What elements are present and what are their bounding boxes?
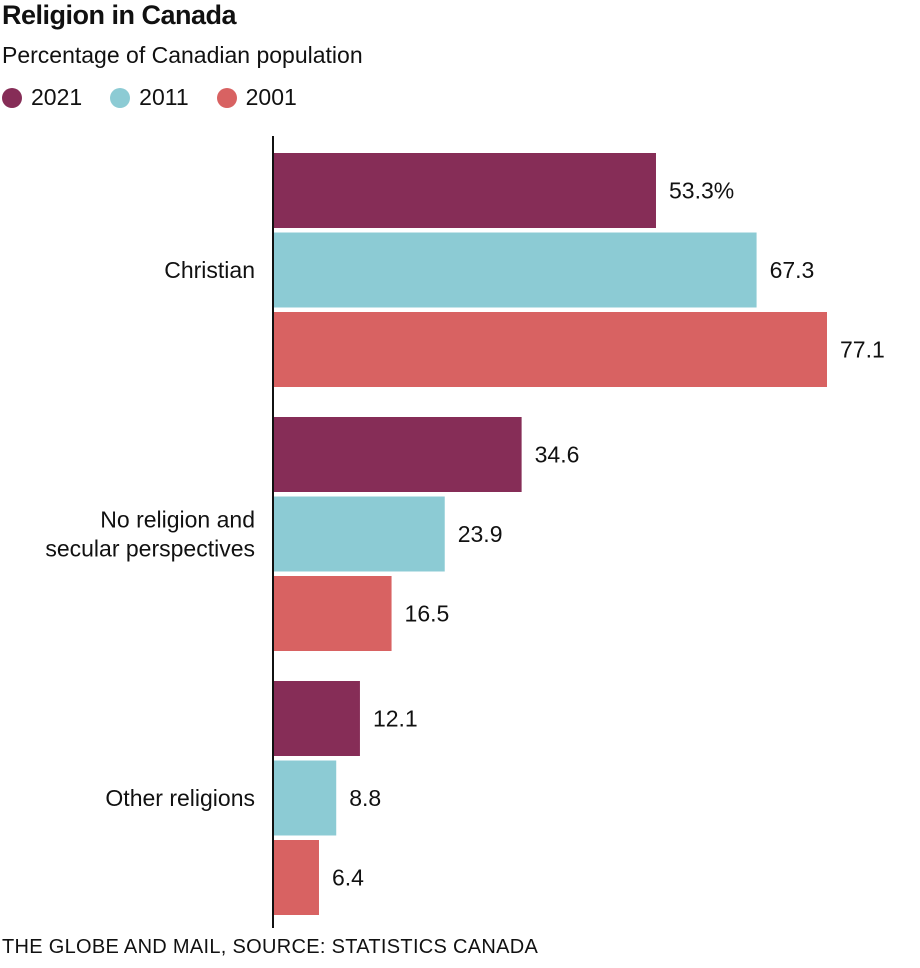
value-label-christian-2001: 77.1: [840, 337, 885, 363]
chart-title: Religion in Canada: [2, 0, 237, 30]
category-label-no-religion-and-secular-perspectives-line-2: secular perspectives: [45, 536, 255, 562]
value-label-christian-2011: 67.3: [770, 257, 815, 283]
bar-other-religions-2011: [273, 760, 337, 836]
bar-christian-2001: [273, 312, 827, 387]
value-label-other-religions-2011: 8.8: [349, 785, 381, 811]
value-label-other-religions-2001: 6.4: [332, 865, 364, 891]
bar-other-religions-2001: [273, 840, 319, 915]
bar-christian-2021: [273, 153, 656, 228]
category-label-no-religion-and-secular-perspectives-line-1: No religion and: [100, 507, 255, 533]
legend-item-2011: 2011: [110, 84, 189, 111]
bar-christian-2011: [273, 232, 757, 308]
legend-swatch-2021: [2, 87, 22, 108]
value-label-no-religion-and-secular-perspectives-2021: 34.6: [535, 442, 580, 468]
legend-label-2021: 2021: [31, 84, 83, 110]
legend-swatch-2011: [110, 87, 131, 108]
legend-label-2001: 2001: [245, 84, 297, 110]
legend-label-2011: 2011: [139, 84, 189, 110]
legend-item-2021: 2021: [2, 84, 82, 111]
value-label-no-religion-and-secular-perspectives-2001: 16.5: [405, 601, 450, 627]
legend-swatch-2001: [216, 87, 237, 108]
bar-other-religions-2021: [273, 681, 360, 756]
category-label-other-religions: Other religions: [105, 785, 255, 811]
bar-no-religion-and-secular-perspectives-2001: [273, 576, 392, 651]
bar-no-religion-and-secular-perspectives-2011: [273, 496, 445, 572]
bar-no-religion-and-secular-perspectives-2021: [273, 417, 522, 492]
value-label-no-religion-and-secular-perspectives-2011: 23.9: [458, 521, 503, 547]
legend-item-2001: 2001: [216, 84, 297, 111]
chart-subtitle: Percentage of Canadian population: [2, 42, 363, 68]
category-label-christian: Christian: [164, 257, 255, 283]
value-label-christian-2021: 53.3%: [669, 178, 734, 204]
value-label-other-religions-2021: 12.1: [373, 706, 418, 732]
source-credit: THE GLOBE AND MAIL, SOURCE: STATISTICS C…: [2, 936, 539, 958]
legend: 2021 2011 2001: [2, 84, 325, 111]
